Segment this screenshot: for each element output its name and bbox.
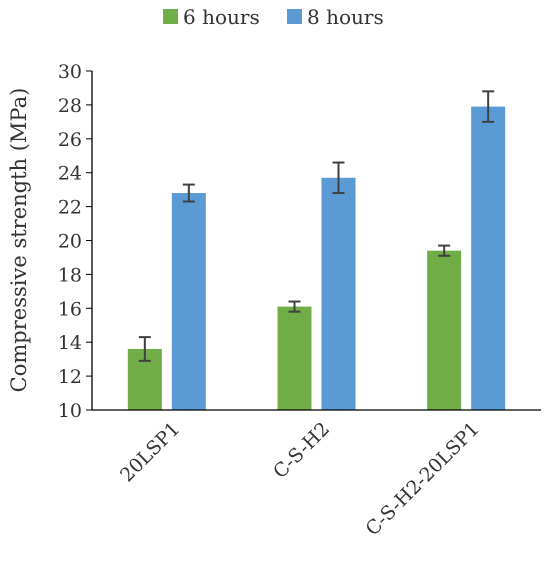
y-tick-label: 16 [58, 298, 82, 320]
y-axis-ticks: 10 12 14 16 18 20 22 24 26 28 30 [58, 61, 92, 422]
y-tick-label: 18 [58, 264, 82, 286]
bar-C-S-H2-20LSP1-6-hours [427, 250, 462, 410]
error-bar-C-S-H2-20LSP1-8-hours [482, 90, 495, 123]
y-tick-label: 20 [58, 231, 82, 253]
error-bar-20LSP1-8-hours [182, 183, 195, 203]
x-axis-categories: 20LSP1 C-S-H2 C-S-H2-20LSP1 [116, 418, 484, 540]
bar-C-S-H2-8-hours [321, 177, 356, 410]
legend-swatch-2 [287, 9, 302, 24]
error-bar-20LSP1-6-hours [138, 336, 151, 362]
error-bars [138, 90, 495, 362]
y-tick-label: 12 [58, 366, 82, 388]
category-label: C-S-H2 [269, 418, 334, 483]
y-tick-label: 24 [58, 163, 82, 185]
y-tick-label: 30 [58, 61, 82, 83]
category-label: C-S-H2-20LSP1 [361, 418, 483, 540]
y-tick-label: 10 [58, 400, 82, 422]
bar-C-S-H2-6-hours [277, 306, 312, 410]
error-bar-C-S-H2-20LSP1-6-hours [438, 244, 451, 257]
error-bar-C-S-H2-6-hours [288, 300, 301, 313]
axes [91, 71, 541, 411]
bar-20LSP1-8-hours [171, 193, 206, 410]
error-bar-C-S-H2-8-hours [332, 161, 345, 195]
category-label: 20LSP1 [116, 418, 184, 486]
y-tick-label: 26 [58, 129, 82, 151]
y-axis-title: Compressive strength (MPa) [7, 88, 31, 393]
bar-C-S-H2-20LSP1-8-hours [471, 106, 506, 410]
legend-swatch-1 [163, 9, 178, 24]
y-tick-label: 14 [58, 332, 82, 354]
y-tick-label: 28 [58, 95, 82, 117]
legend: 6 hours 8 hours [163, 5, 384, 29]
legend-label-1: 6 hours [183, 5, 260, 29]
legend-label-2: 8 hours [307, 5, 384, 29]
bars [127, 106, 506, 410]
y-tick-label: 22 [58, 197, 82, 219]
